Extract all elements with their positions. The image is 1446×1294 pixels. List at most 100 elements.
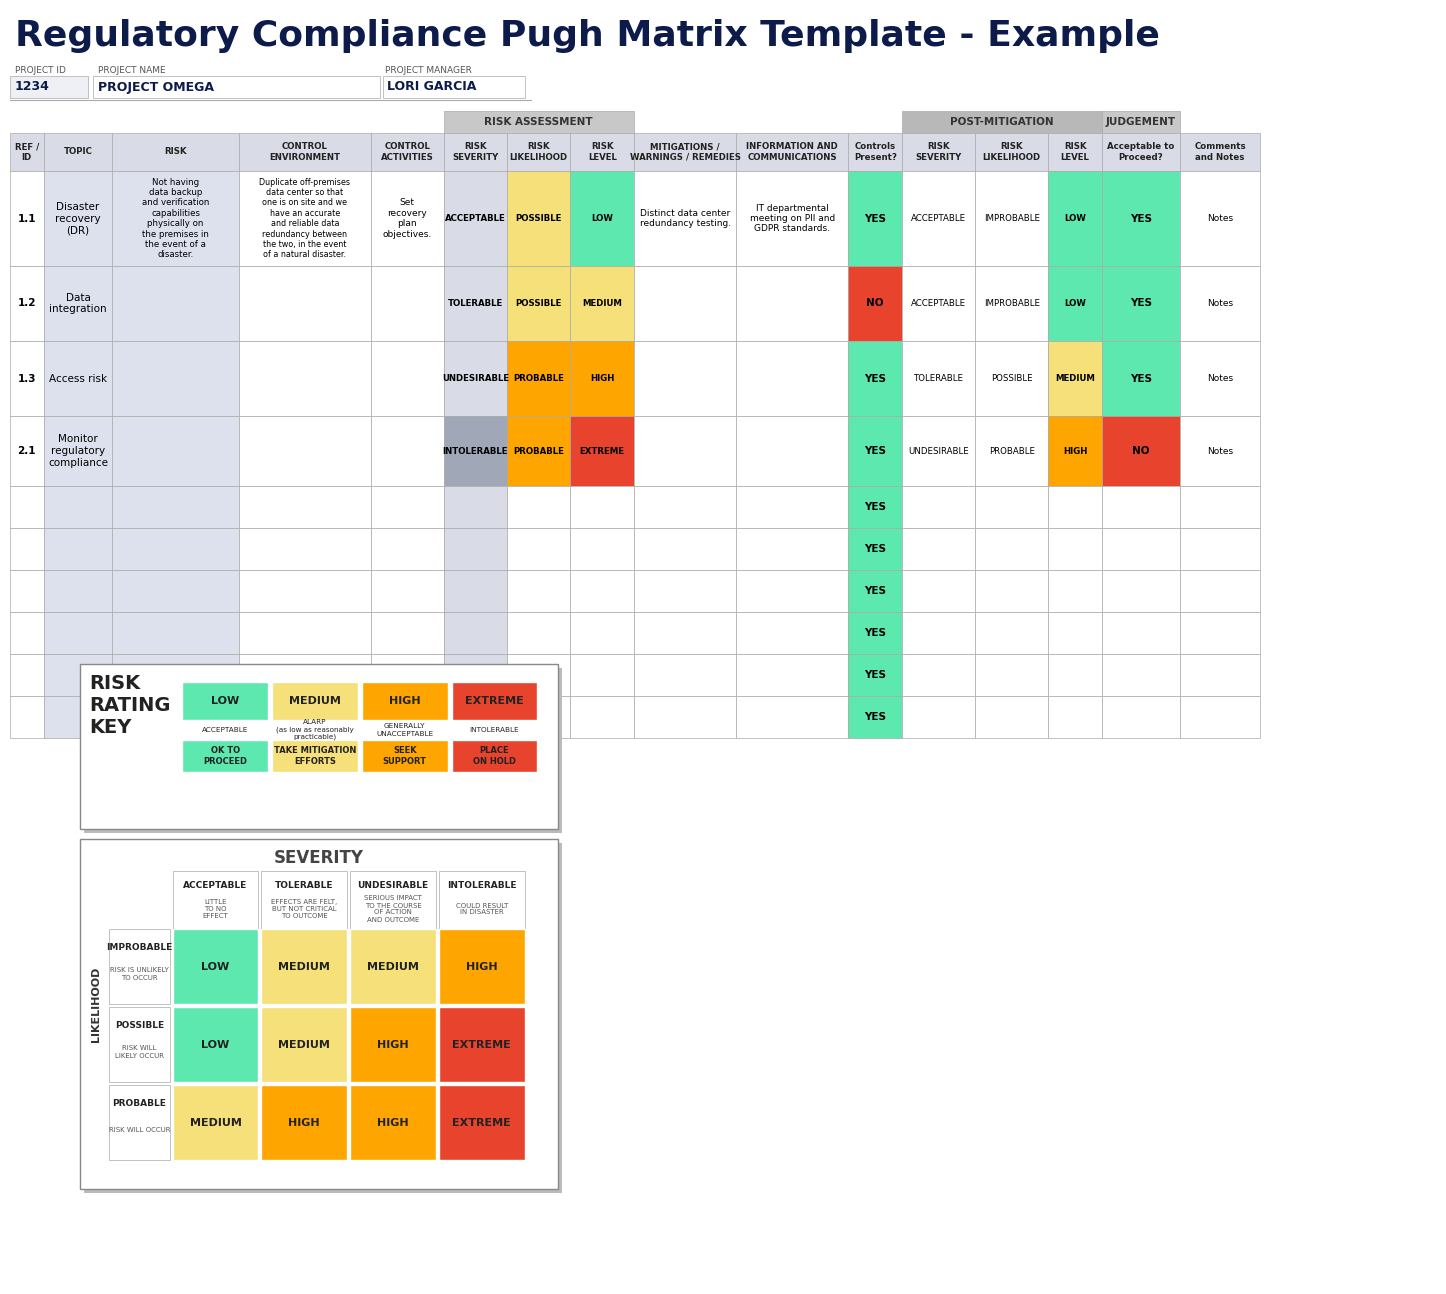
FancyBboxPatch shape bbox=[362, 740, 448, 773]
Text: EXTREME: EXTREME bbox=[580, 446, 625, 455]
FancyBboxPatch shape bbox=[43, 171, 113, 267]
FancyBboxPatch shape bbox=[508, 171, 571, 267]
FancyBboxPatch shape bbox=[633, 415, 736, 487]
FancyBboxPatch shape bbox=[182, 740, 268, 773]
Text: EFFECTS ARE FELT,
BUT NOT CRITICAL
TO OUTCOME: EFFECTS ARE FELT, BUT NOT CRITICAL TO OU… bbox=[272, 899, 337, 919]
FancyBboxPatch shape bbox=[849, 171, 902, 267]
Text: RISK WILL
LIKELY OCCUR: RISK WILL LIKELY OCCUR bbox=[114, 1046, 163, 1058]
FancyBboxPatch shape bbox=[736, 487, 849, 528]
FancyBboxPatch shape bbox=[633, 653, 736, 696]
FancyBboxPatch shape bbox=[975, 528, 1048, 569]
Text: RISK: RISK bbox=[165, 148, 187, 157]
FancyBboxPatch shape bbox=[902, 415, 975, 487]
Text: YES: YES bbox=[1129, 374, 1152, 383]
Text: YES: YES bbox=[865, 502, 886, 512]
FancyBboxPatch shape bbox=[736, 528, 849, 569]
FancyBboxPatch shape bbox=[370, 171, 444, 267]
Text: MEDIUM: MEDIUM bbox=[189, 1118, 241, 1127]
FancyBboxPatch shape bbox=[84, 668, 561, 833]
FancyBboxPatch shape bbox=[975, 696, 1048, 738]
Text: PROBABLE: PROBABLE bbox=[513, 374, 564, 383]
FancyBboxPatch shape bbox=[113, 267, 239, 342]
FancyBboxPatch shape bbox=[444, 415, 508, 487]
Text: JUDGEMENT: JUDGEMENT bbox=[1106, 116, 1176, 127]
FancyBboxPatch shape bbox=[633, 487, 736, 528]
Text: Notes: Notes bbox=[1207, 299, 1233, 308]
FancyBboxPatch shape bbox=[633, 696, 736, 738]
Text: Notes: Notes bbox=[1207, 446, 1233, 455]
FancyBboxPatch shape bbox=[571, 267, 633, 342]
FancyBboxPatch shape bbox=[571, 696, 633, 738]
FancyBboxPatch shape bbox=[239, 133, 370, 171]
FancyBboxPatch shape bbox=[571, 171, 633, 267]
FancyBboxPatch shape bbox=[1180, 653, 1259, 696]
Text: LITTLE
TO NO
EFFECT: LITTLE TO NO EFFECT bbox=[202, 899, 228, 919]
FancyBboxPatch shape bbox=[1180, 569, 1259, 612]
Text: Set
recovery
plan
objectives.: Set recovery plan objectives. bbox=[383, 198, 432, 238]
Text: RISK IS UNLIKELY
TO OCCUR: RISK IS UNLIKELY TO OCCUR bbox=[110, 968, 169, 981]
Text: EXTREME: EXTREME bbox=[453, 1039, 510, 1049]
FancyBboxPatch shape bbox=[508, 528, 571, 569]
Text: TAKE MITIGATION
EFFORTS: TAKE MITIGATION EFFORTS bbox=[273, 747, 356, 766]
Text: YES: YES bbox=[865, 712, 886, 722]
FancyBboxPatch shape bbox=[362, 682, 448, 719]
FancyBboxPatch shape bbox=[849, 528, 902, 569]
FancyBboxPatch shape bbox=[975, 612, 1048, 653]
Text: Data
integration: Data integration bbox=[49, 292, 107, 314]
FancyBboxPatch shape bbox=[508, 569, 571, 612]
FancyBboxPatch shape bbox=[1180, 696, 1259, 738]
FancyBboxPatch shape bbox=[113, 528, 239, 569]
Text: YES: YES bbox=[865, 446, 886, 455]
Text: ACCEPTABLE: ACCEPTABLE bbox=[911, 299, 966, 308]
Text: PLACE
ON HOLD: PLACE ON HOLD bbox=[473, 747, 516, 766]
FancyBboxPatch shape bbox=[239, 612, 370, 653]
FancyBboxPatch shape bbox=[1048, 612, 1102, 653]
FancyBboxPatch shape bbox=[1180, 528, 1259, 569]
FancyBboxPatch shape bbox=[80, 839, 558, 1189]
FancyBboxPatch shape bbox=[370, 415, 444, 487]
FancyBboxPatch shape bbox=[113, 612, 239, 653]
FancyBboxPatch shape bbox=[350, 1007, 435, 1082]
FancyBboxPatch shape bbox=[902, 342, 975, 415]
FancyBboxPatch shape bbox=[262, 1084, 347, 1159]
Text: MEDIUM: MEDIUM bbox=[583, 299, 622, 308]
FancyBboxPatch shape bbox=[451, 682, 538, 719]
Text: IT departmental
meeting on PII and
GDPR standards.: IT departmental meeting on PII and GDPR … bbox=[749, 203, 834, 233]
FancyBboxPatch shape bbox=[571, 528, 633, 569]
Text: RISK ASSESSMENT: RISK ASSESSMENT bbox=[484, 116, 593, 127]
FancyBboxPatch shape bbox=[113, 653, 239, 696]
Text: SEEK
SUPPORT: SEEK SUPPORT bbox=[383, 747, 427, 766]
FancyBboxPatch shape bbox=[736, 653, 849, 696]
FancyBboxPatch shape bbox=[239, 415, 370, 487]
FancyBboxPatch shape bbox=[1180, 267, 1259, 342]
FancyBboxPatch shape bbox=[10, 76, 88, 98]
FancyBboxPatch shape bbox=[370, 569, 444, 612]
FancyBboxPatch shape bbox=[444, 612, 508, 653]
FancyBboxPatch shape bbox=[451, 740, 538, 773]
FancyBboxPatch shape bbox=[350, 1084, 435, 1159]
FancyBboxPatch shape bbox=[43, 653, 113, 696]
FancyBboxPatch shape bbox=[571, 487, 633, 528]
FancyBboxPatch shape bbox=[444, 111, 633, 133]
Text: UNDESIRABLE: UNDESIRABLE bbox=[357, 880, 428, 889]
FancyBboxPatch shape bbox=[80, 664, 558, 829]
FancyBboxPatch shape bbox=[1102, 415, 1180, 487]
FancyBboxPatch shape bbox=[370, 487, 444, 528]
FancyBboxPatch shape bbox=[1102, 569, 1180, 612]
FancyBboxPatch shape bbox=[10, 653, 43, 696]
FancyBboxPatch shape bbox=[10, 569, 43, 612]
Text: 2.1: 2.1 bbox=[17, 446, 36, 455]
FancyBboxPatch shape bbox=[10, 267, 43, 342]
Text: MEDIUM: MEDIUM bbox=[1056, 374, 1095, 383]
FancyBboxPatch shape bbox=[1102, 171, 1180, 267]
FancyBboxPatch shape bbox=[370, 528, 444, 569]
FancyBboxPatch shape bbox=[736, 133, 849, 171]
Text: RISK
SEVERITY: RISK SEVERITY bbox=[915, 142, 962, 162]
Text: YES: YES bbox=[865, 586, 886, 597]
FancyBboxPatch shape bbox=[113, 487, 239, 528]
FancyBboxPatch shape bbox=[849, 569, 902, 612]
FancyBboxPatch shape bbox=[571, 133, 633, 171]
FancyBboxPatch shape bbox=[633, 528, 736, 569]
FancyBboxPatch shape bbox=[1048, 171, 1102, 267]
FancyBboxPatch shape bbox=[438, 871, 525, 929]
